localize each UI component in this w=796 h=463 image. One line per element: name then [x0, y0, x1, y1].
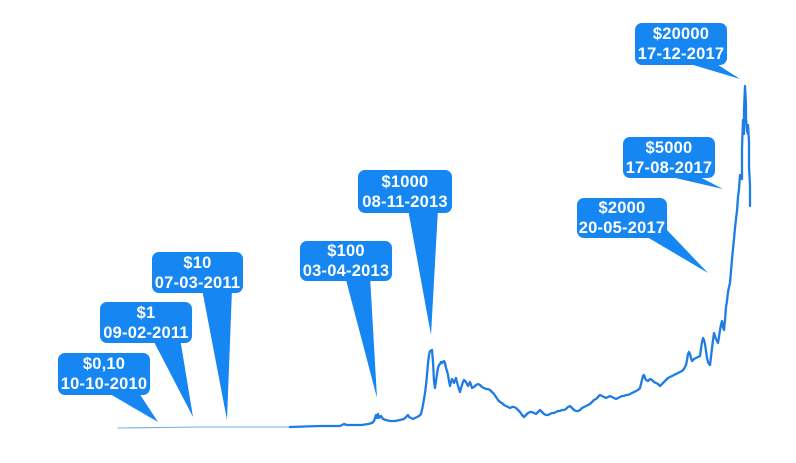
price-line-early — [117, 426, 291, 429]
callout-price: $20000 — [652, 25, 710, 43]
callout-price: $1 — [136, 303, 156, 322]
callout-tail-100 — [345, 276, 377, 398]
callout-price: $1000 — [381, 172, 429, 191]
callout-1: $1 09-02-2011 — [100, 302, 192, 343]
callout-tail-0-10 — [103, 390, 158, 422]
callout-100: $100 03-04-2013 — [300, 241, 392, 281]
callout-date: 03-04-2013 — [302, 262, 390, 280]
callout-date: 07-03-2011 — [154, 273, 241, 292]
callout-tail-2000 — [642, 230, 708, 273]
callout-price: $0,10 — [82, 355, 126, 373]
callout-1000: $1000 08-11-2013 — [358, 170, 452, 213]
callout-date: 20-05-2017 — [578, 219, 666, 237]
callout-tail-1 — [152, 338, 193, 417]
callout-date: 09-02-2011 — [103, 323, 189, 342]
callout-date: 17-08-2017 — [625, 158, 713, 177]
price-line — [288, 84, 752, 429]
callout-price: $100 — [327, 242, 365, 260]
callout-5000: $5000 17-08-2017 — [623, 137, 715, 178]
callout-0-10: $0,10 10-10-2010 — [58, 353, 150, 395]
callout-date: 08-11-2013 — [362, 192, 448, 211]
callout-tail-20000 — [680, 61, 740, 79]
callout-date: 10-10-2010 — [60, 375, 148, 393]
callout-price: $5000 — [645, 138, 693, 157]
callout-2000: $2000 20-05-2017 — [577, 198, 667, 238]
callout-20000: $20000 17-12-2017 — [635, 23, 727, 65]
callout-price: $10 — [183, 253, 212, 272]
callout-date: 17-12-2017 — [637, 45, 725, 63]
callout-price: $2000 — [598, 199, 646, 217]
callout-10: $10 07-03-2011 — [152, 252, 243, 293]
callout-tail-10 — [202, 289, 232, 420]
callout-tail-1000 — [408, 209, 438, 335]
